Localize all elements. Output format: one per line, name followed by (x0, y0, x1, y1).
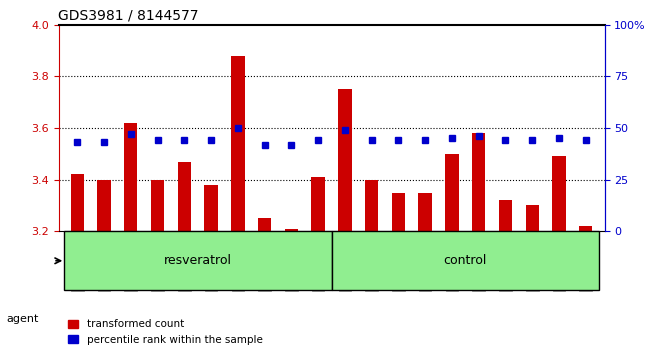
Bar (98, 180, 111, 231)
Text: resveratrol: resveratrol (164, 254, 231, 267)
Bar (445, 154, 459, 231)
Bar (419, 193, 432, 231)
Bar (499, 200, 512, 231)
Bar (124, 123, 137, 231)
Bar (338, 89, 352, 231)
Bar (177, 161, 191, 231)
Bar (392, 193, 405, 231)
Bar (311, 177, 325, 231)
Text: GDS3981 / 8144577: GDS3981 / 8144577 (58, 8, 199, 22)
Bar (71, 175, 84, 231)
Bar (552, 156, 566, 231)
Bar (204, 185, 218, 231)
Bar (285, 229, 298, 231)
Bar (579, 226, 592, 231)
Legend: transformed count, percentile rank within the sample: transformed count, percentile rank withi… (64, 315, 266, 349)
Text: agent: agent (6, 314, 39, 324)
FancyBboxPatch shape (332, 231, 599, 290)
Bar (231, 56, 244, 231)
Bar (258, 218, 271, 231)
Bar (526, 205, 539, 231)
Text: control: control (444, 254, 487, 267)
Bar (151, 180, 164, 231)
Bar (472, 133, 486, 231)
FancyBboxPatch shape (64, 231, 332, 290)
Bar (365, 180, 378, 231)
